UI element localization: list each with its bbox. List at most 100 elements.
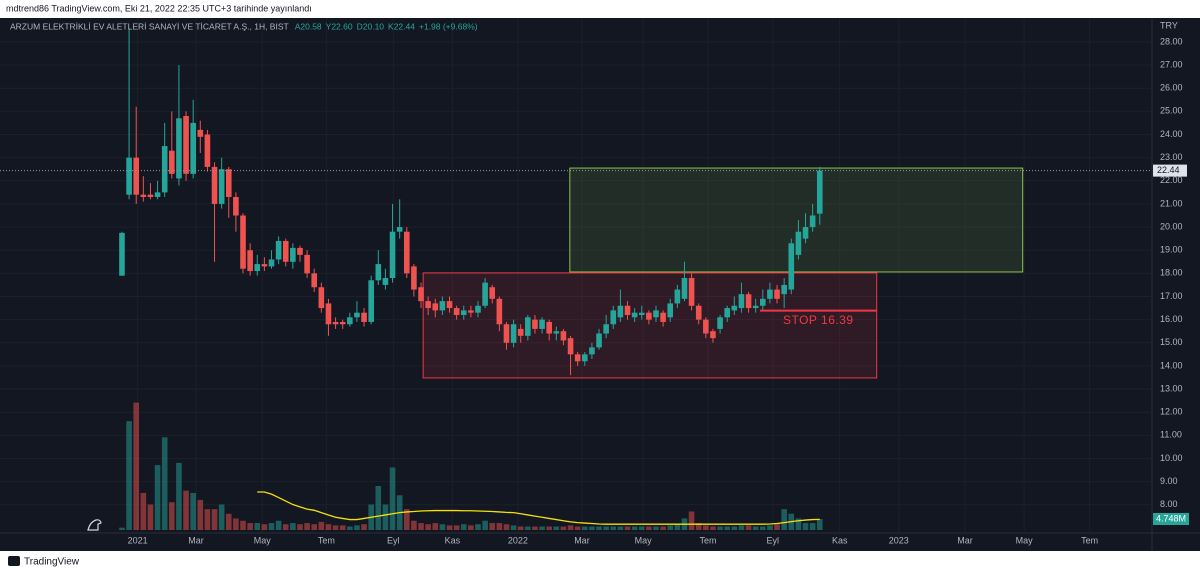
ohlc-value: A20.58 <box>295 21 322 31</box>
volume-bar <box>382 504 389 530</box>
candle-body <box>774 289 780 299</box>
volume-bar <box>610 526 617 530</box>
volume-bar <box>197 499 204 530</box>
volume-label: 4.748M <box>1156 513 1186 523</box>
candle-body <box>119 232 125 276</box>
dino-icon <box>87 519 102 531</box>
candle-body <box>475 305 481 313</box>
volume-bar <box>646 526 652 530</box>
y-tick-label: 12.00 <box>1160 407 1183 417</box>
volume-bar <box>347 526 353 530</box>
volume-bar <box>297 524 303 530</box>
candle-body <box>503 324 510 343</box>
candle-body <box>396 227 403 232</box>
candle-body <box>631 312 638 318</box>
volume-bar <box>624 526 631 530</box>
candle-body <box>282 240 289 262</box>
candle-body <box>147 194 154 197</box>
y-tick-label: 25.00 <box>1160 106 1183 116</box>
volume-bar <box>781 509 787 530</box>
candle-body <box>589 347 595 355</box>
volume-bar <box>546 526 552 530</box>
candle-body <box>482 282 488 306</box>
volume-bar <box>361 524 367 530</box>
y-tick-label: 19.00 <box>1160 245 1183 255</box>
volume-bar <box>574 526 581 530</box>
volume-bar <box>760 526 766 530</box>
candle-body <box>325 303 332 325</box>
volume-bar <box>325 524 332 530</box>
candle-body <box>240 215 246 269</box>
x-tick-label: May <box>1016 535 1034 545</box>
candle-body <box>361 312 367 322</box>
volume-bar <box>802 523 809 530</box>
candle-body <box>596 333 602 348</box>
volume-bar <box>774 524 780 530</box>
x-tick-label: Kas <box>832 535 848 545</box>
candle-body <box>816 170 823 214</box>
volume-bar <box>304 523 310 530</box>
candle-body <box>703 319 709 334</box>
y-tick-label: 13.00 <box>1160 383 1183 393</box>
volume-bar <box>339 525 346 530</box>
x-tick-label: Tem <box>1081 535 1098 545</box>
candle-body <box>368 280 374 322</box>
y-tick-label: 17.00 <box>1160 291 1183 301</box>
volume-bar <box>233 518 239 530</box>
candle-body <box>403 231 410 274</box>
candle-body <box>126 157 132 195</box>
volume-bar <box>525 526 531 530</box>
volume-bar <box>617 526 624 530</box>
candle-body <box>667 303 674 318</box>
candle-body <box>646 312 652 320</box>
candle-body <box>460 310 467 316</box>
volume-bar <box>795 518 802 530</box>
x-tick-label: Kas <box>445 535 461 545</box>
candle-body <box>745 294 752 309</box>
volume-bar <box>539 526 545 530</box>
bottom-bar <box>0 551 1200 573</box>
volume-bar <box>567 525 574 530</box>
volume-bar <box>532 526 538 530</box>
candle-body <box>788 243 795 290</box>
volume-bar <box>510 525 517 530</box>
y-tick-label: 15.00 <box>1160 337 1183 347</box>
volume-bar <box>816 519 823 530</box>
candle-body <box>574 354 581 362</box>
x-tick-label: Tem <box>699 535 716 545</box>
top-bar <box>0 0 1200 18</box>
volume-bar <box>290 523 296 530</box>
volume-bar <box>318 521 325 530</box>
candle-body <box>339 321 346 325</box>
candle-body <box>539 319 545 329</box>
x-tick-label: Eyl <box>767 535 780 545</box>
volume-bar <box>389 467 396 530</box>
x-tick-label: May <box>635 535 653 545</box>
candle-body <box>489 287 496 299</box>
candle-body <box>254 264 261 272</box>
candle-body <box>211 166 218 204</box>
candle-body <box>717 317 723 329</box>
y-tick-label: 28.00 <box>1160 36 1183 46</box>
candle-body <box>176 118 182 179</box>
candle-body <box>710 331 716 339</box>
candle-body <box>275 240 282 260</box>
candle-body <box>738 294 745 309</box>
volume-bar <box>489 523 496 530</box>
published-note: mdtrend86 TradingView.com, Eki 21, 2022 … <box>6 3 312 13</box>
volume-bar <box>282 524 289 530</box>
candle-body <box>453 308 460 316</box>
brand-logo <box>8 556 20 566</box>
candle-body <box>311 273 318 288</box>
volume-bar <box>446 525 453 530</box>
candle-body <box>297 247 303 255</box>
volume-bar <box>482 520 488 530</box>
volume-bar <box>581 526 588 530</box>
zone <box>422 272 878 379</box>
volume-bar <box>126 421 132 530</box>
volume-bar <box>603 526 609 530</box>
symbol-title: ARZUM ELEKTRİKLİ EV ALETLERİ SANAYİ VE T… <box>10 21 289 31</box>
candle-body <box>617 305 624 318</box>
volume-bar <box>240 520 246 530</box>
volume-bar <box>225 513 232 530</box>
